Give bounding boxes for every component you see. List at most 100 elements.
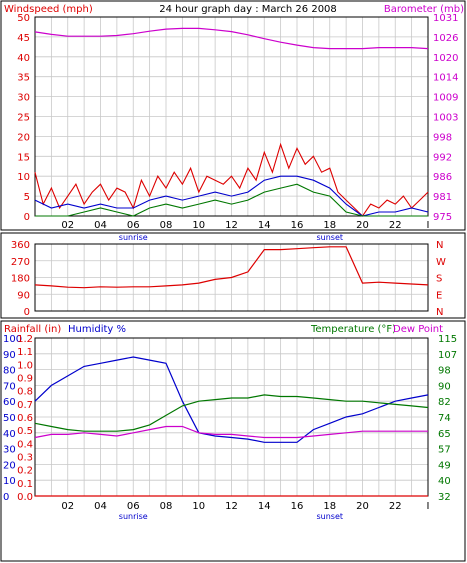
humidity-tick-label: 30 [3, 445, 16, 456]
temperature-tick-label: 57 [438, 445, 451, 456]
x-tick-label: 02 [61, 220, 74, 231]
temperature-tick-label: 32 [438, 492, 451, 503]
temperature-tick-label: 40 [438, 476, 451, 487]
rainfall-tick-label: 0.5 [17, 426, 33, 437]
y2-tick-label: 998 [433, 132, 452, 143]
temperature-tick-label: 115 [438, 334, 457, 345]
temperature-axis-label: Temperature (°F) [310, 324, 396, 335]
x-tick-label: 14 [258, 501, 271, 512]
rainfall-tick-label: 1.2 [17, 334, 33, 345]
humidity-tick-label: 40 [3, 429, 16, 440]
humidity-tick-label: 80 [3, 366, 16, 377]
panel-frame-humidity [0, 320, 466, 562]
sunset-label: sunset [316, 233, 343, 242]
compass-tick-label: N [436, 307, 443, 318]
humidity-tick-label: 70 [3, 381, 16, 392]
y2-tick-label: 1026 [433, 33, 458, 44]
y2-tick-label: 1009 [433, 93, 458, 104]
compass-tick-label: E [436, 290, 442, 301]
humidity-tick-label: 60 [3, 397, 16, 408]
y-tick-label: 20 [17, 132, 30, 143]
rainfall-axis-label: Rainfall (in) [4, 324, 61, 335]
x-tick-label: I [427, 220, 430, 231]
x-tick-label: I [427, 501, 430, 512]
temperature-tick-label: 98 [438, 366, 451, 377]
x-tick-label: 22 [389, 501, 402, 512]
y-tick-label: 5 [24, 192, 30, 203]
barometer-axis-label: Barometer (mb) [384, 4, 464, 15]
temperature-tick-label: 90 [438, 381, 451, 392]
x-tick-label: 04 [94, 220, 107, 231]
x-tick-label: 12 [225, 501, 238, 512]
x-tick-label: 10 [192, 220, 205, 231]
compass-tick-label: S [436, 274, 442, 285]
y-tick-label: 270 [11, 257, 30, 268]
x-tick-label: 16 [291, 501, 304, 512]
y-tick-label: 180 [11, 274, 30, 285]
humidity-tick-label: 10 [3, 476, 16, 487]
chart-title: 24 hour graph day : March 26 2008 [159, 4, 337, 15]
x-tick-label: 16 [291, 220, 304, 231]
x-tick-label: 08 [160, 501, 173, 512]
y-tick-label: 10 [17, 172, 30, 183]
x-tick-label: 06 [127, 220, 140, 231]
y-tick-label: 0 [24, 212, 30, 223]
series-line-dew-point [34, 425, 428, 439]
rainfall-tick-label: 0.2 [17, 466, 33, 477]
series-line-humidity- [34, 356, 429, 443]
rainfall-tick-label: 0.9 [17, 374, 33, 385]
y2-tick-label: 986 [433, 172, 452, 183]
x-tick-label: 08 [160, 220, 173, 231]
y2-tick-label: 981 [433, 192, 452, 203]
x-tick-label: 14 [258, 220, 271, 231]
rainfall-tick-label: 0.4 [17, 439, 33, 450]
y2-tick-label: 1020 [433, 53, 458, 64]
y-tick-label: 15 [17, 152, 30, 163]
humidity-tick-label: 50 [3, 413, 16, 424]
sunrise-label: sunrise [119, 512, 148, 521]
humidity-tick-label: 20 [3, 460, 16, 471]
rainfall-tick-label: 0.3 [17, 453, 33, 464]
temperature-tick-label: 74 [438, 413, 451, 424]
plot-area [34, 16, 429, 217]
y2-tick-label: 1003 [433, 113, 458, 124]
y-tick-label: 0 [24, 307, 30, 318]
compass-tick-label: W [436, 257, 446, 268]
y-tick-label: 25 [17, 113, 30, 124]
rainfall-tick-label: 0.7 [17, 400, 33, 411]
x-tick-label: 06 [127, 501, 140, 512]
x-tick-label: 10 [192, 501, 205, 512]
series-line-temperature-f- [34, 394, 429, 432]
x-tick-label: 02 [61, 501, 74, 512]
y-tick-label: 40 [17, 53, 30, 64]
y-tick-label: 90 [17, 290, 30, 301]
x-tick-label: 18 [323, 220, 336, 231]
temperature-tick-label: 49 [438, 460, 451, 471]
rainfall-tick-label: 0.6 [17, 413, 33, 424]
plot-area [34, 243, 429, 312]
x-tick-label: 20 [356, 501, 369, 512]
rainfall-tick-label: 0.8 [17, 387, 33, 398]
y-tick-label: 50 [17, 13, 30, 24]
y-tick-label: 45 [17, 33, 30, 44]
dewpoint-axis-label: Dew Point [393, 324, 443, 335]
humidity-tick-label: 100 [3, 334, 22, 345]
y-tick-label: 35 [17, 73, 30, 84]
series-line-wind-avg [35, 183, 428, 217]
y-tick-label: 360 [11, 240, 30, 251]
series-line-wind-direction [34, 246, 429, 289]
rainfall-tick-label: 0.1 [17, 479, 33, 490]
x-tick-label: 22 [389, 220, 402, 231]
temperature-tick-label: 65 [438, 429, 451, 440]
x-tick-label: 20 [356, 220, 369, 231]
x-tick-label: 04 [94, 501, 107, 512]
y2-tick-label: 992 [433, 152, 452, 163]
y2-tick-label: 1031 [433, 13, 458, 24]
y-tick-label: 30 [17, 93, 30, 104]
x-tick-label: 12 [225, 220, 238, 231]
series-line-barometer-mb- [34, 27, 429, 50]
sunrise-label: sunrise [119, 233, 148, 242]
temperature-tick-label: 82 [438, 397, 451, 408]
